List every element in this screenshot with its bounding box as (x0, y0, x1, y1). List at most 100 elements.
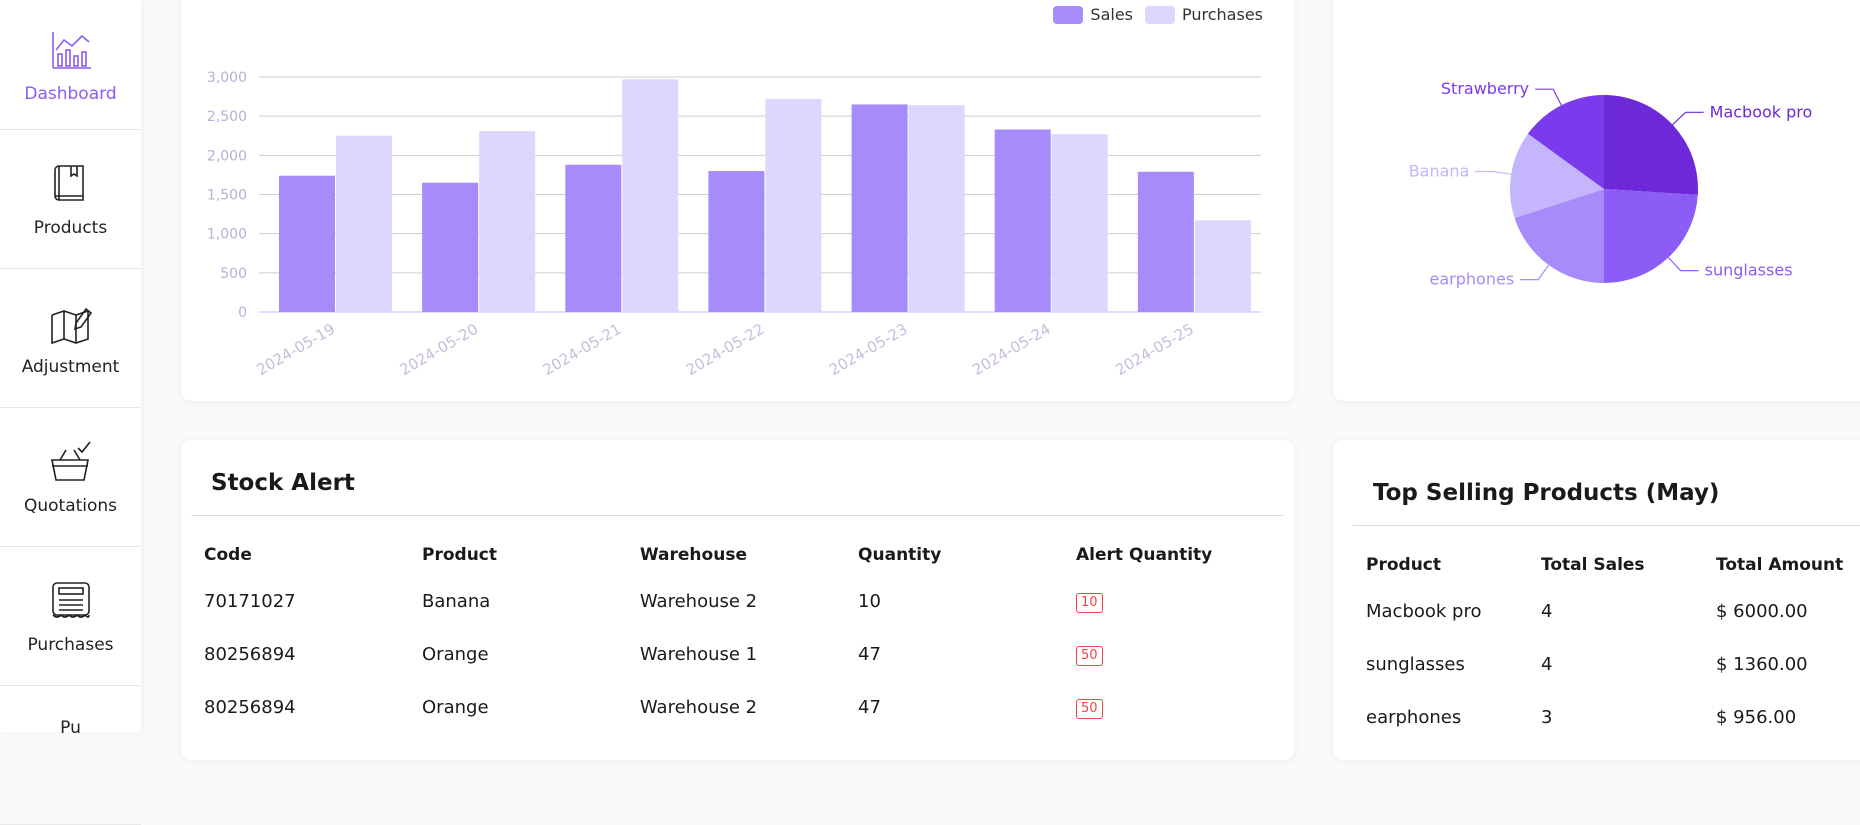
cell-total-sales: 3 (1541, 707, 1553, 728)
column-header-quantity[interactable]: Quantity (858, 545, 942, 565)
y-tick-label: 0 (238, 305, 247, 321)
top-selling-title: Top Selling Products (May) (1373, 480, 1720, 506)
column-header-alert-quantity[interactable]: Alert Quantity (1076, 545, 1213, 565)
legend-item-sales[interactable]: Sales (1053, 5, 1133, 24)
sidebar-item-label: Products (33, 218, 108, 238)
pie-chart: Macbook pro sunglasses earphones Banana Stra… (1409, 79, 1813, 289)
pie-label: Macbook pro (1710, 102, 1813, 121)
bar-purchases[interactable] (908, 105, 965, 312)
pie-slice[interactable] (1514, 189, 1604, 283)
legend-item-purchases[interactable]: Purchases (1145, 5, 1263, 24)
x-tick-label: 2024-05-19 (253, 320, 338, 379)
pie-slice[interactable] (1604, 95, 1698, 195)
pie-slice[interactable] (1604, 189, 1698, 283)
book-icon (47, 160, 95, 208)
top-selling-card: Top Selling Products (May) Product Total… (1333, 440, 1860, 760)
cell-product: sunglasses (1366, 654, 1465, 675)
alert-badge: 50 (1076, 699, 1103, 719)
bar-sales[interactable] (851, 104, 908, 313)
column-header-product[interactable]: Product (422, 545, 498, 565)
column-header-total-amount[interactable]: Total Amount (1716, 555, 1844, 575)
column-header-product[interactable]: Product (1366, 555, 1441, 575)
receipt-icon (47, 577, 95, 625)
cell-warehouse: Warehouse 2 (639, 591, 758, 612)
y-tick-label: 2,000 (207, 148, 247, 164)
column-header-total-sales[interactable]: Total Sales (1541, 555, 1645, 575)
cell-product: earphones (1366, 707, 1462, 728)
cell-alert-quantity: 10 (1076, 575, 1294, 628)
sidebar-item-label: Dashboard (24, 83, 117, 104)
sidebar-item-label: Pu (60, 718, 81, 738)
pie-label: earphones (1430, 270, 1515, 289)
pie-label-leader (1672, 111, 1704, 126)
alert-badge: 50 (1076, 646, 1103, 666)
stock-alert-card: Stock Alert Code Product Warehouse Quant… (181, 440, 1294, 760)
cell-product: Banana (422, 591, 491, 612)
sidebar-item-label: Adjustment (21, 357, 120, 377)
pie-label: Banana (1409, 161, 1470, 180)
table-row: 80256894 Orange Warehouse 2 47 50 (204, 681, 1294, 734)
legend-swatch-sales (1053, 5, 1084, 24)
column-header-warehouse[interactable]: Warehouse (639, 545, 747, 565)
bar-sales[interactable] (708, 171, 765, 312)
y-tick-label: 2,500 (207, 109, 247, 125)
legend-label: Sales (1090, 5, 1133, 24)
sidebar-item-more[interactable]: Pu (0, 686, 141, 825)
chart-legend: Sales Purchases (1053, 5, 1263, 24)
x-tick-label: 2024-05-25 (1112, 320, 1197, 379)
bar-sales[interactable] (1137, 171, 1194, 312)
legend-swatch-purchases (1145, 5, 1175, 24)
pie-label: sunglasses (1705, 261, 1793, 280)
x-tick-label: 2024-05-20 (397, 320, 482, 379)
cell-warehouse: Warehouse 2 (639, 697, 758, 718)
cell-product: Orange (422, 697, 489, 718)
sidebar-item-products[interactable]: Products (0, 130, 141, 269)
pie-slice[interactable] (1527, 95, 1604, 189)
bar-purchases[interactable] (479, 131, 536, 312)
bar-purchases[interactable] (336, 135, 392, 312)
cell-total-amount: $ 6000.00 (1716, 601, 1808, 622)
cell-product: Macbook pro (1366, 601, 1482, 622)
table-row: earphones 3 $ 956.00 (1366, 691, 1860, 744)
cell-code: 80256894 (204, 697, 296, 718)
bar-sales[interactable] (422, 182, 479, 312)
bar-sales[interactable] (565, 164, 622, 312)
y-tick-label: 1,000 (207, 227, 247, 243)
sidebar-item-dashboard[interactable]: Dashboard (0, 0, 141, 130)
alert-badge: 10 (1076, 593, 1103, 613)
pie-slice[interactable] (1510, 133, 1604, 219)
pie-label-leader (1520, 264, 1550, 281)
table-row: Macbook pro 4 $ 6000.00 (1366, 585, 1860, 638)
dashboard-chart-icon (47, 26, 95, 74)
sidebar-item-purchases[interactable]: Purchases (0, 547, 141, 686)
top-selling-table: Product Total Sales Total Amount Macbook… (1366, 545, 1860, 744)
y-tick-label: 3,000 (207, 70, 247, 86)
bar-purchases[interactable] (1051, 134, 1108, 312)
bar-sales[interactable] (279, 175, 335, 312)
map-edit-icon (47, 299, 95, 347)
stock-alert-title: Stock Alert (211, 470, 355, 496)
legend-label: Purchases (1182, 5, 1263, 24)
sidebar-item-quotations[interactable]: Quotations (0, 408, 141, 547)
cell-code: 70171027 (204, 591, 296, 612)
column-header-code[interactable]: Code (204, 545, 252, 565)
stock-alert-table: Code Product Warehouse Quantity Alert Qu… (204, 535, 1294, 734)
cell-alert-quantity: 50 (1076, 628, 1294, 681)
bar-purchases[interactable] (1194, 220, 1251, 312)
x-tick-label: 2024-05-22 (683, 320, 768, 379)
x-tick-label: 2024-05-21 (540, 320, 625, 379)
cell-quantity: 47 (858, 697, 881, 718)
bar-purchases[interactable] (765, 98, 822, 312)
bar-purchases[interactable] (622, 79, 679, 312)
divider (1353, 525, 1860, 526)
cell-quantity: 10 (858, 591, 881, 612)
table-row: sunglasses 4 $ 1360.00 (1366, 638, 1860, 691)
pie-label: Strawberry (1441, 79, 1529, 98)
cell-warehouse: Warehouse 1 (639, 644, 758, 665)
sidebar-item-adjustment[interactable]: Adjustment (0, 269, 141, 408)
bar-chart: 3,000 2,500 2,000 1,500 1,000 500 0 2024-05-19 2… (207, 70, 1261, 379)
table-header-row: Product Total Sales Total Amount (1366, 545, 1860, 585)
divider (191, 515, 1284, 516)
bar-sales[interactable] (994, 129, 1051, 312)
top-products-pie-card: Macbook pro sunglasses earphones Banana Stra… (1333, 0, 1860, 401)
